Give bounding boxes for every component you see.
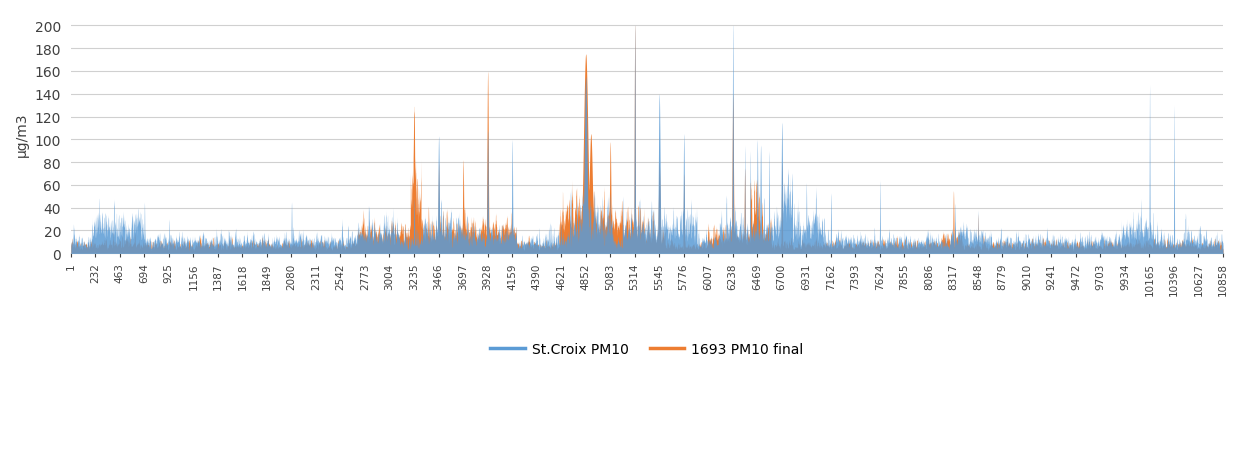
Legend: St.Croix PM10, 1693 PM10 final: St.Croix PM10, 1693 PM10 final <box>485 336 809 361</box>
Y-axis label: μg/m3: μg/m3 <box>15 112 29 156</box>
